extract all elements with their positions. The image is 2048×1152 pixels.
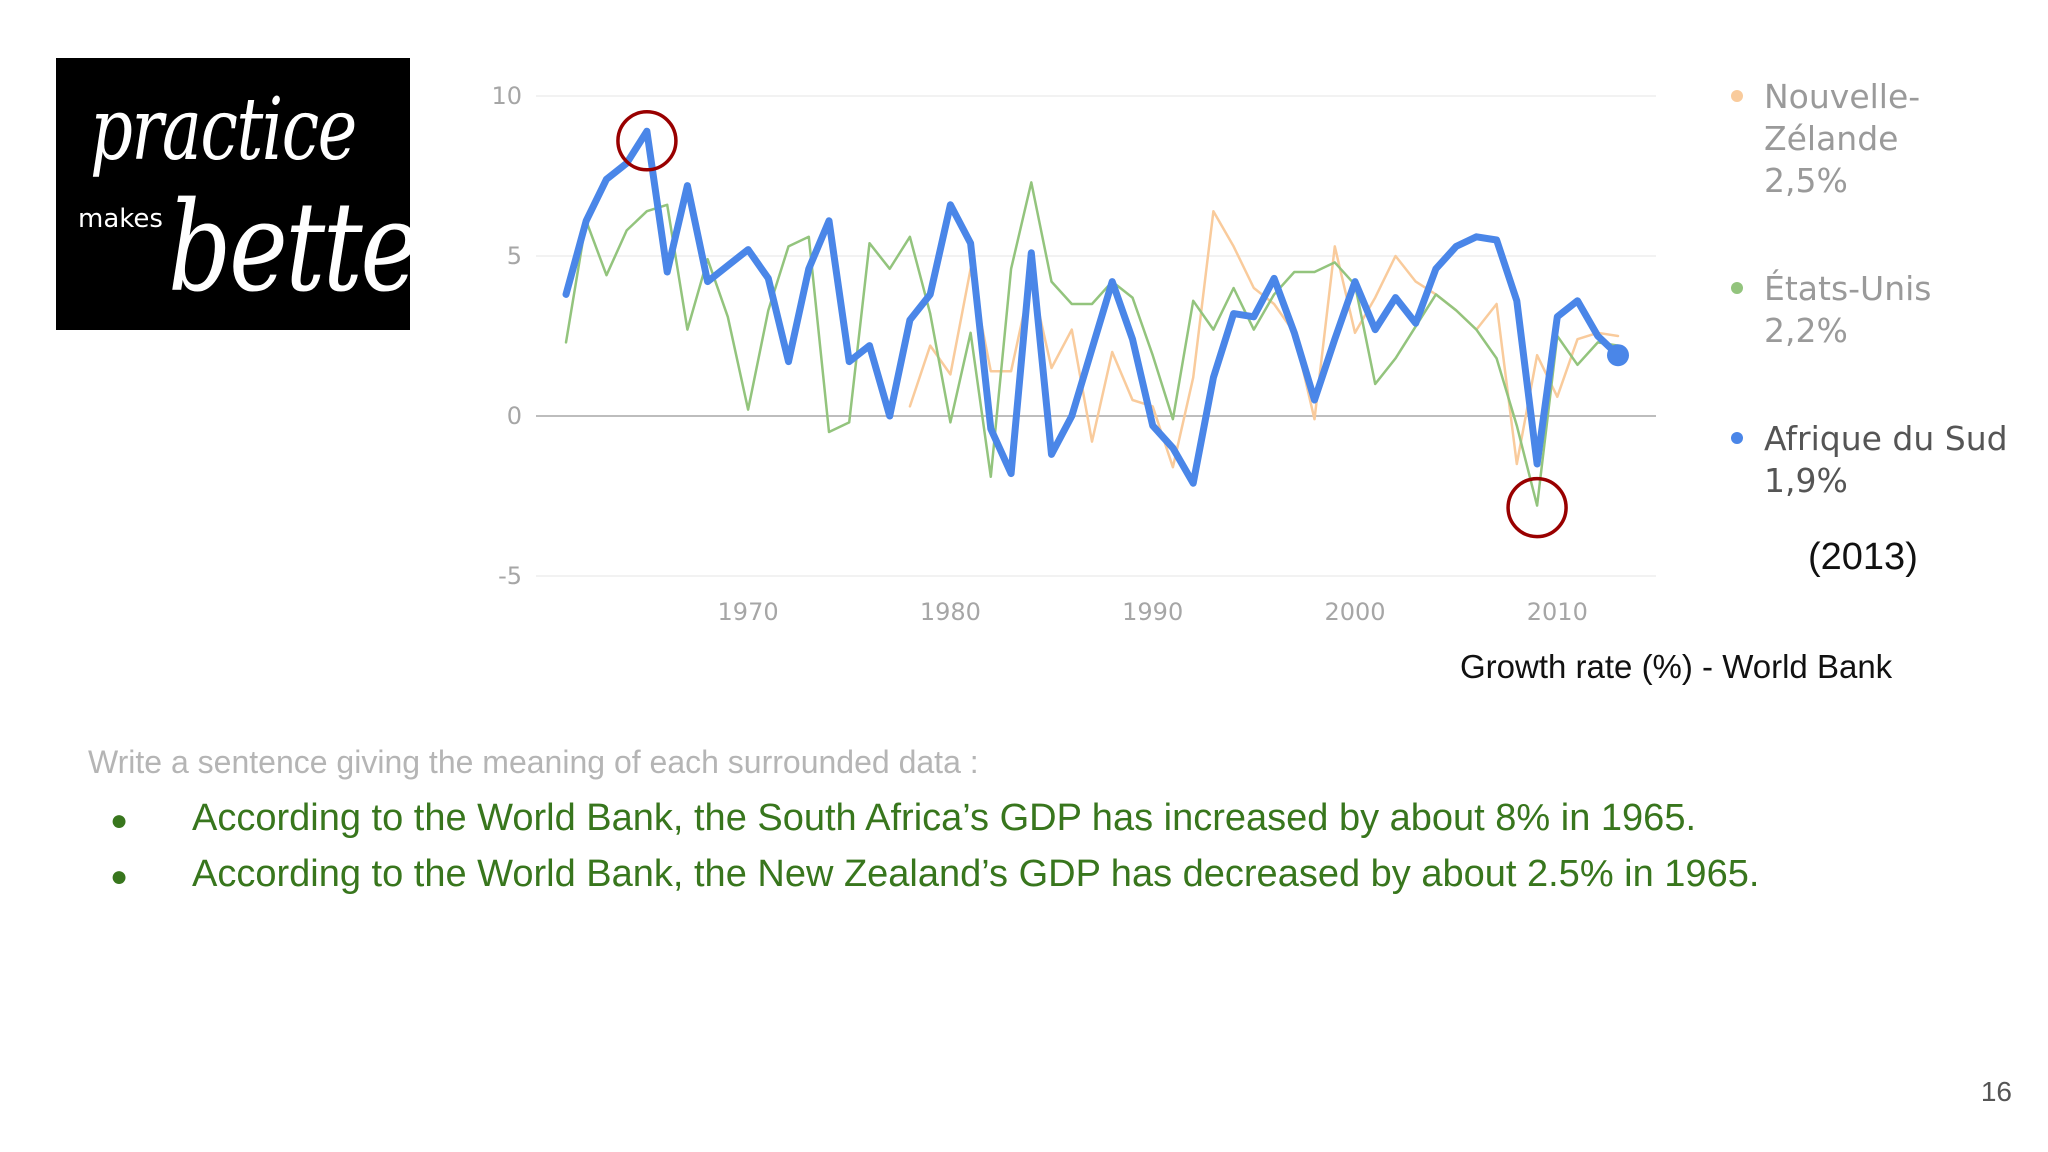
page-number: 16 <box>1980 1076 2012 1107</box>
chart-tick-labels: 10 5 0 -5 1970 1980 1990 2000 2010 <box>491 82 1587 626</box>
legend-dot-3 <box>1731 432 1743 444</box>
legend-label-1-line-1: Nouvelle- <box>1764 77 1920 116</box>
x-tick-label-2000: 2000 <box>1324 598 1385 626</box>
legend-label-3-line-2: 1,9% <box>1764 461 1848 500</box>
legend-label-2-line-2: 2,2% <box>1764 311 1848 350</box>
legend-label-3-line-1: Afrique du Sud <box>1764 419 2008 458</box>
bullet-icon: ● <box>110 804 129 837</box>
logo-word-makes: makes <box>78 204 163 234</box>
y-tick-label--5: -5 <box>498 562 522 590</box>
bullet-icon: ● <box>110 860 129 893</box>
answer-text-1: According to the World Bank, the South A… <box>192 797 1697 839</box>
chart-gridlines <box>536 95 1656 577</box>
x-tick-label-1980: 1980 <box>920 598 981 626</box>
x-tick-label-1990: 1990 <box>1122 598 1183 626</box>
year-note: (2013) <box>1808 536 1918 578</box>
chart-markers <box>616 110 1629 539</box>
y-tick-label-0: 0 <box>507 402 522 430</box>
answer-item-2: ● According to the World Bank, the New Ze… <box>110 846 1759 902</box>
y-tick-label-10: 10 <box>491 82 522 110</box>
x-tick-label-2010: 2010 <box>1527 598 1588 626</box>
x-tick-label-1970: 1970 <box>718 598 779 626</box>
instruction-text: Write a sentence giving the meaning of e… <box>88 744 979 780</box>
chart-series <box>562 127 1622 507</box>
highlight-circle-1 <box>616 110 678 172</box>
legend-label-2-line-1: États-Unis <box>1764 268 1931 308</box>
answer-text-2: According to the World Bank, the New Zea… <box>192 853 1760 895</box>
answer-list: ● According to the World Bank, the South … <box>110 790 1759 902</box>
practice-makes-better-logo: practice makes better <box>56 58 464 330</box>
logo-word-practice: practice <box>90 80 357 180</box>
legend-label-1-line-2: Zélande <box>1764 119 1898 158</box>
source-note: Growth rate (%) - World Bank <box>1460 648 1893 685</box>
legend-dot-2 <box>1731 282 1743 294</box>
y-tick-label-5: 5 <box>507 242 522 270</box>
series-line-afrique-du-sud <box>562 127 1622 487</box>
series-line-etats-unis <box>564 181 1620 507</box>
legend-label-1-line-3: 2,5% <box>1764 161 1848 200</box>
logo-word-better: better <box>168 176 464 320</box>
gdp-growth-chart: 10 5 0 -5 1970 1980 1990 2000 2010 Nouvelle-Zéla… <box>491 77 2008 626</box>
highlight-circle-2 <box>1506 476 1568 539</box>
legend-dot-1 <box>1731 90 1743 102</box>
series-end-point <box>1607 344 1629 367</box>
answer-item-1: ● According to the World Bank, the South … <box>110 790 1759 846</box>
